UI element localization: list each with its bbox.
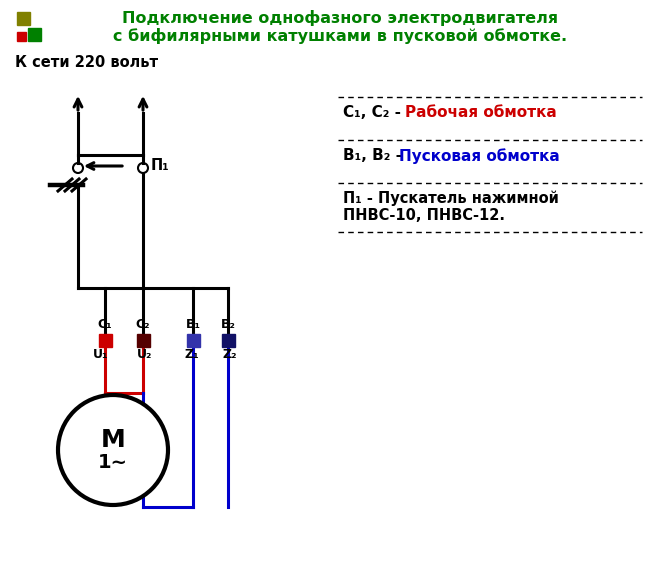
Text: U₂: U₂ (137, 349, 153, 362)
Text: Подключение однофазного электродвигателя: Подключение однофазного электродвигателя (122, 10, 558, 26)
Bar (17, 32, 26, 41)
Text: 1∼: 1∼ (98, 454, 128, 472)
Text: С₁: С₁ (98, 319, 112, 332)
Text: с бифилярными катушками в пусковой обмотке.: с бифилярными катушками в пусковой обмот… (113, 28, 567, 44)
Text: Рабочая обмотка: Рабочая обмотка (405, 105, 557, 120)
Bar (222, 333, 235, 346)
Text: К сети 220 вольт: К сети 220 вольт (15, 55, 158, 70)
Bar (17, 12, 30, 25)
Bar (99, 333, 112, 346)
Bar (136, 333, 150, 346)
Text: В₁, В₂ -: В₁, В₂ - (343, 148, 408, 163)
Text: П₁ - Пускатель нажимной: П₁ - Пускатель нажимной (343, 191, 559, 206)
Bar (187, 333, 200, 346)
Text: ПНВС-10, ПНВС-12.: ПНВС-10, ПНВС-12. (343, 208, 505, 223)
Text: В₂: В₂ (220, 319, 235, 332)
Text: С₁, С₂ -: С₁, С₂ - (343, 105, 406, 120)
Bar (28, 28, 41, 41)
Text: Z₁: Z₁ (185, 349, 200, 362)
Text: U₁: U₁ (93, 349, 109, 362)
Text: С₂: С₂ (136, 319, 150, 332)
Text: М: М (101, 428, 125, 452)
Text: П₁: П₁ (151, 159, 170, 173)
Text: Z₂: Z₂ (223, 349, 237, 362)
Text: Пусковая обмотка: Пусковая обмотка (399, 148, 560, 164)
Circle shape (58, 395, 168, 505)
Text: В₁: В₁ (185, 319, 200, 332)
